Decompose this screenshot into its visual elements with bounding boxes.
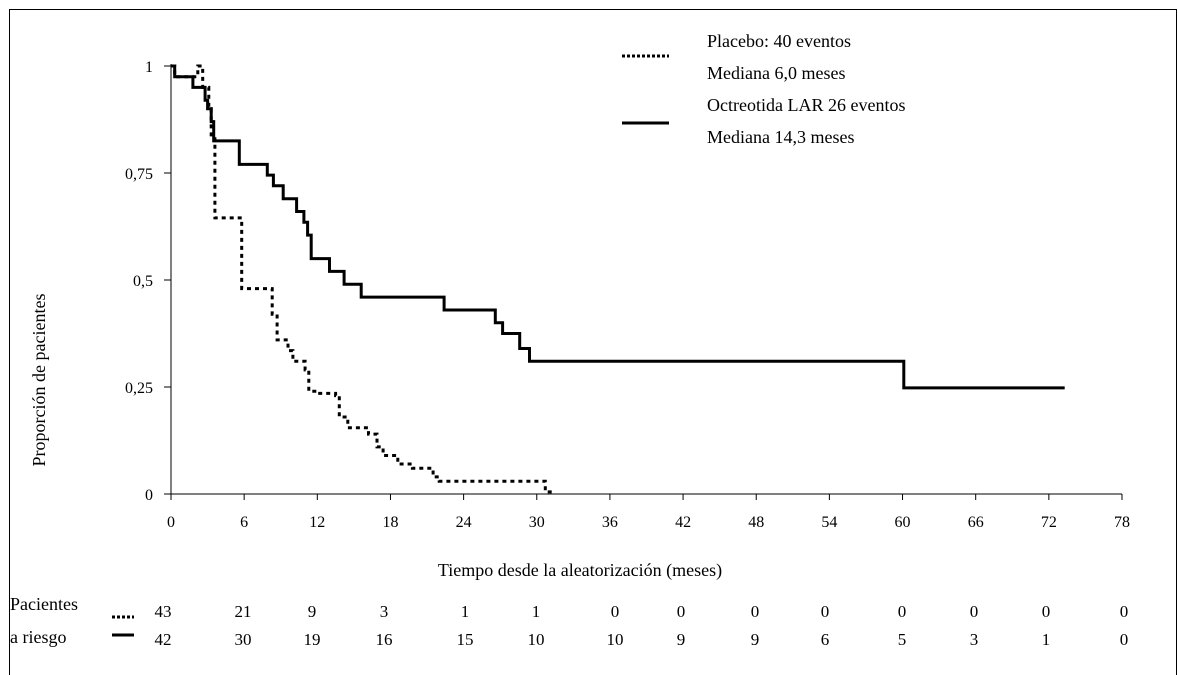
x-tick-label: 48 — [748, 514, 764, 531]
x-tick-label: 72 — [1041, 514, 1057, 531]
x-tick-label: 66 — [968, 514, 984, 531]
x-tick-label: 30 — [529, 514, 545, 531]
risk-table: Pacientes a riesgo 43 21 9 3 1 1 0 0 0 0 0 0 0 042 30 1… — [10, 594, 1128, 649]
risk-count: 21 — [235, 602, 252, 621]
y-tick-label: 0,5 — [133, 273, 153, 290]
x-tick-label: 78 — [1114, 514, 1130, 531]
risk-count: 0 — [611, 602, 620, 621]
legend-median-placebo: Mediana 6,0 meses — [707, 63, 845, 83]
x-tick-label: 0 — [167, 514, 175, 531]
risk-count: 16 — [376, 630, 393, 649]
risk-count: 0 — [1042, 602, 1051, 621]
risk-table-label: Pacientes — [10, 594, 78, 614]
y-tick-label: 0 — [145, 487, 153, 504]
chart-frame — [9, 9, 1177, 675]
x-tick-label: 24 — [456, 514, 472, 531]
y-tick-label: 0,75 — [125, 166, 153, 183]
risk-count: 5 — [898, 630, 907, 649]
x-tick-label: 60 — [895, 514, 911, 531]
risk-count: 0 — [898, 602, 907, 621]
legend-median-octreotida: Mediana 14,3 meses — [707, 127, 854, 147]
risk-count: 1 — [1042, 630, 1051, 649]
series-line-octreotida — [171, 64, 1065, 390]
risk-count: 0 — [677, 602, 686, 621]
risk-count: 0 — [821, 602, 830, 621]
y-axis-label: Proporción de pacientes — [29, 294, 49, 467]
x-tick-label: 36 — [602, 514, 618, 531]
x-tick-label: 6 — [240, 514, 248, 531]
risk-count: 3 — [380, 602, 389, 621]
risk-count: 30 — [235, 630, 252, 649]
x-tick-label: 12 — [309, 514, 325, 531]
y-tick-label: 0,25 — [125, 380, 153, 397]
x-tick-label: 54 — [821, 514, 837, 531]
risk-table-label-line2: a riesgo — [10, 627, 66, 647]
risk-count: 10 — [607, 630, 624, 649]
x-tick-label: 42 — [675, 514, 691, 531]
risk-count: 43 — [155, 602, 172, 621]
risk-count: 19 — [304, 630, 321, 649]
x-axis-label: Tiempo desde la aleatorización (meses) — [438, 560, 722, 581]
risk-count: 0 — [1120, 630, 1129, 649]
risk-count: 1 — [532, 602, 541, 621]
risk-count: 6 — [821, 630, 830, 649]
survival-curves — [171, 64, 1065, 494]
series-line-placebo — [171, 64, 555, 494]
risk-count: 9 — [677, 630, 686, 649]
y-tick-label: 1 — [145, 59, 153, 76]
legend-label-placebo: Placebo: 40 eventos — [707, 31, 851, 51]
legend: Placebo: 40 eventos Mediana 6,0 meses Oc… — [622, 31, 905, 147]
risk-count: 9 — [751, 630, 760, 649]
risk-count: 42 — [155, 630, 172, 649]
x-tick-label: 18 — [382, 514, 398, 531]
risk-count: 1 — [461, 602, 470, 621]
risk-count: 15 — [457, 630, 474, 649]
risk-count: 9 — [308, 602, 317, 621]
risk-count: 0 — [970, 602, 979, 621]
risk-count: 3 — [970, 630, 979, 649]
risk-count: 0 — [1120, 602, 1129, 621]
risk-count: 0 — [751, 602, 760, 621]
risk-count: 10 — [528, 630, 545, 649]
axes: 0 6 12 18 24 30 36 42 48 54 60 66 72 78 0 0,25 0,5 0,75 1 — [125, 59, 1130, 531]
legend-label-octreotida: Octreotida LAR 26 eventos — [707, 95, 905, 115]
